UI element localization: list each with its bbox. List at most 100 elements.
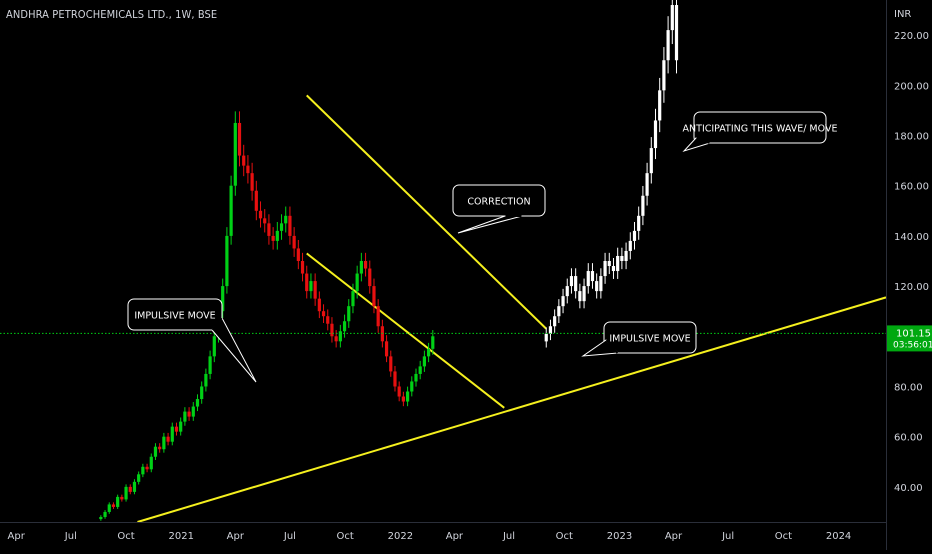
callout-text: IMPULSIVE MOVE <box>134 311 215 322</box>
callout-text: IMPULSIVE MOVE <box>609 334 690 345</box>
candle-body <box>561 296 564 306</box>
y-tick-label: 40.00 <box>894 483 923 494</box>
candle-body <box>591 271 594 281</box>
candle-body <box>208 356 211 374</box>
candle-body <box>637 216 640 231</box>
candle-body <box>137 474 140 482</box>
candle-body <box>603 261 606 276</box>
candle-body <box>553 316 556 326</box>
y-tick-label: 120.00 <box>894 282 929 293</box>
candle-body <box>620 256 623 261</box>
x-tick-label: Apr <box>446 531 464 542</box>
current-price-label: 101.15 <box>896 328 931 339</box>
candle-body <box>99 517 102 519</box>
x-tick-label: Oct <box>556 531 573 542</box>
candle-body <box>616 256 619 271</box>
x-tick-label: 2021 <box>169 531 194 542</box>
candle-body <box>242 156 245 166</box>
candle-body <box>103 512 106 517</box>
candle-body <box>372 286 375 306</box>
y-tick-label: 220.00 <box>894 31 929 42</box>
candle-body <box>360 261 363 274</box>
actual-candle <box>234 111 237 195</box>
candle-body <box>654 120 657 148</box>
candle-body <box>419 366 422 374</box>
x-tick-label: 2022 <box>388 531 413 542</box>
candle-body <box>322 311 325 316</box>
actual-candle <box>124 484 127 501</box>
candle-body <box>238 123 241 156</box>
candle-body <box>364 261 367 269</box>
candle-body <box>129 487 132 492</box>
candle-body <box>545 334 548 342</box>
candle-body <box>116 497 119 507</box>
candle-body <box>351 291 354 306</box>
candle-body <box>108 504 111 512</box>
candle-body <box>629 241 632 251</box>
candle-body <box>284 216 287 224</box>
candle-body <box>650 148 653 173</box>
candle-body <box>633 231 636 241</box>
candle-body <box>570 276 573 286</box>
candle-body <box>145 467 148 470</box>
actual-candle <box>225 227 228 294</box>
countdown-label: 03:56:01 <box>893 340 932 350</box>
candle-body <box>343 321 346 331</box>
candle-body <box>599 276 602 291</box>
y-tick-label: 200.00 <box>894 81 929 92</box>
candle-body <box>272 236 275 241</box>
candle-body <box>133 482 136 492</box>
candle-body <box>667 30 670 60</box>
candle-body <box>171 427 174 442</box>
candle-body <box>112 504 115 507</box>
candle-body <box>595 281 598 291</box>
x-tick-label: Jul <box>283 531 296 542</box>
candle-body <box>179 422 182 432</box>
candle-body <box>263 218 266 223</box>
x-tick-label: Apr <box>227 531 245 542</box>
y-tick-label: 180.00 <box>894 132 929 143</box>
candle-body <box>406 392 409 402</box>
candle-body <box>398 386 401 396</box>
candle-body <box>267 223 270 236</box>
candle-body <box>187 412 190 417</box>
candle-body <box>251 173 254 191</box>
currency-label: INR <box>894 9 911 20</box>
candle-body <box>301 261 304 274</box>
candle-body <box>402 397 405 402</box>
candle-body <box>347 306 350 321</box>
x-tick-label: Jul <box>64 531 77 542</box>
candle-body <box>158 447 161 450</box>
callout-text: CORRECTION <box>467 197 530 208</box>
candle-body <box>124 487 127 500</box>
candle-body <box>675 5 678 60</box>
x-tick-label: Apr <box>665 531 683 542</box>
x-tick-label: Jul <box>502 531 515 542</box>
x-tick-label: Oct <box>337 531 354 542</box>
candle-body <box>314 281 317 299</box>
candle-body <box>330 324 333 337</box>
candle-body <box>196 399 199 407</box>
candle-body <box>566 286 569 296</box>
candle-body <box>200 386 203 399</box>
candle-body <box>288 216 291 236</box>
candle-body <box>326 316 329 324</box>
candle-body <box>612 266 615 271</box>
chart-title: ANDHRA PETROCHEMICALS LTD., 1W, BSE <box>6 8 217 21</box>
candle-body <box>671 5 674 30</box>
candle-body <box>293 236 296 249</box>
candle-body <box>120 497 123 500</box>
candle-body <box>557 306 560 316</box>
candle-body <box>608 261 611 266</box>
candle-body <box>574 276 577 291</box>
candle-body <box>377 306 380 326</box>
x-tick-label: 2023 <box>607 531 632 542</box>
candle-body <box>641 196 644 216</box>
candle-body <box>658 90 661 120</box>
candle-body <box>385 341 388 356</box>
candle-body <box>662 60 665 90</box>
candle-body <box>141 467 144 475</box>
candle-body <box>150 457 153 470</box>
